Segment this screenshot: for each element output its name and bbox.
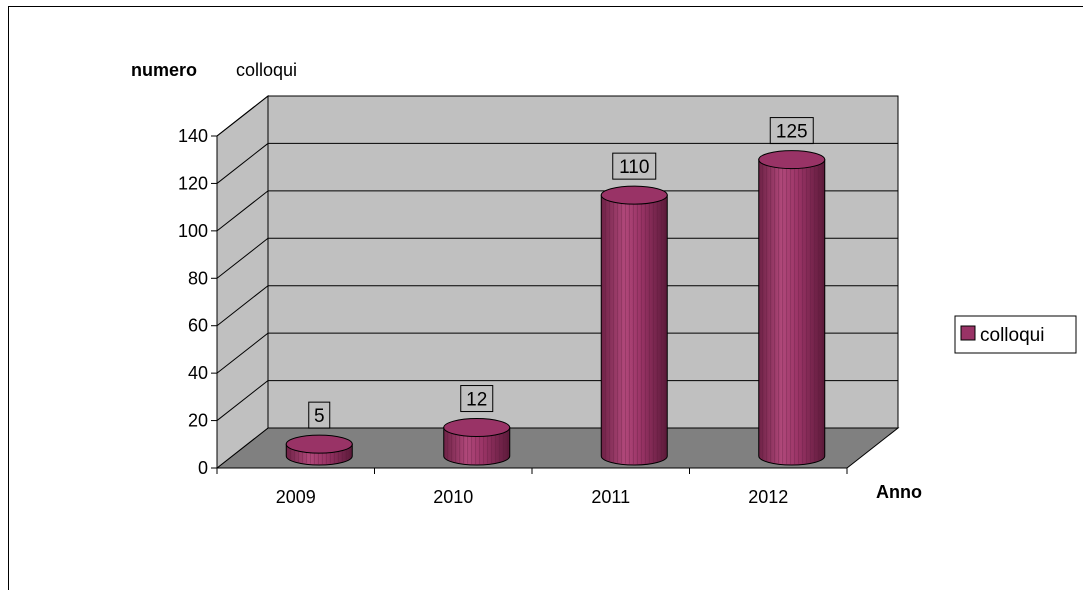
data-label-2012: 125 — [769, 117, 814, 145]
gridline-side — [216, 285, 269, 327]
legend: colloqui — [954, 315, 1077, 354]
y-tick-label: 0 — [198, 458, 208, 478]
bar-top — [758, 150, 826, 170]
y-tick-label: 140 — [178, 126, 208, 146]
legend-label: colloqui — [980, 325, 1044, 346]
gridline-side — [216, 143, 269, 184]
y-axis-title-bold: numero — [131, 60, 197, 80]
gridline-side — [216, 380, 269, 421]
data-label: 125 — [776, 122, 808, 143]
chart-side-wall — [216, 94, 269, 470]
bar-2010 — [443, 418, 511, 466]
gridline-side — [216, 237, 269, 279]
x-tick-label: 2011 — [591, 487, 630, 507]
data-label-2010: 12 — [460, 385, 494, 413]
data-label-box — [769, 117, 814, 145]
data-label-box — [460, 385, 494, 413]
gridline-side — [216, 332, 269, 374]
y-tick-label: 80 — [188, 268, 208, 288]
bar-2012 — [758, 150, 826, 466]
bar-top — [600, 185, 668, 205]
x-axis-title: Anno — [876, 482, 922, 502]
x-tick-label: 2012 — [748, 487, 788, 507]
data-label: 5 — [314, 406, 325, 427]
bar-2011 — [600, 185, 668, 466]
gridline-side — [216, 190, 269, 232]
y-tick-label: 60 — [188, 316, 208, 336]
y-tick-label: 20 — [188, 411, 208, 431]
bar-top — [285, 434, 353, 454]
data-labels: 5 12 110 125 — [308, 117, 814, 429]
y-axis-title: colloqui — [236, 60, 297, 80]
bar-2009 — [285, 434, 353, 466]
data-label: 110 — [619, 157, 649, 178]
x-tick-label: 2009 — [276, 487, 316, 507]
x-tick-label: 2010 — [433, 487, 473, 507]
bar-body — [758, 159, 826, 466]
chart-frame — [8, 6, 1083, 590]
y-tick-label: 120 — [178, 173, 208, 193]
bar-body — [443, 427, 511, 466]
data-label-2009: 5 — [308, 401, 331, 429]
legend-swatch — [960, 325, 976, 341]
data-label-box — [308, 401, 331, 429]
data-label-box — [612, 152, 657, 180]
axes: 0 20 40 60 80 100 120 140 2009 2010 2011 2012 — [178, 126, 848, 507]
data-label: 12 — [466, 390, 487, 411]
gridline-side — [216, 95, 269, 137]
data-label-2011: 110 — [612, 152, 657, 180]
y-tick-label: 40 — [188, 363, 208, 383]
bar-body — [600, 194, 668, 466]
bar-top — [443, 418, 511, 438]
y-tick-label: 100 — [178, 221, 208, 241]
bars — [285, 150, 826, 466]
